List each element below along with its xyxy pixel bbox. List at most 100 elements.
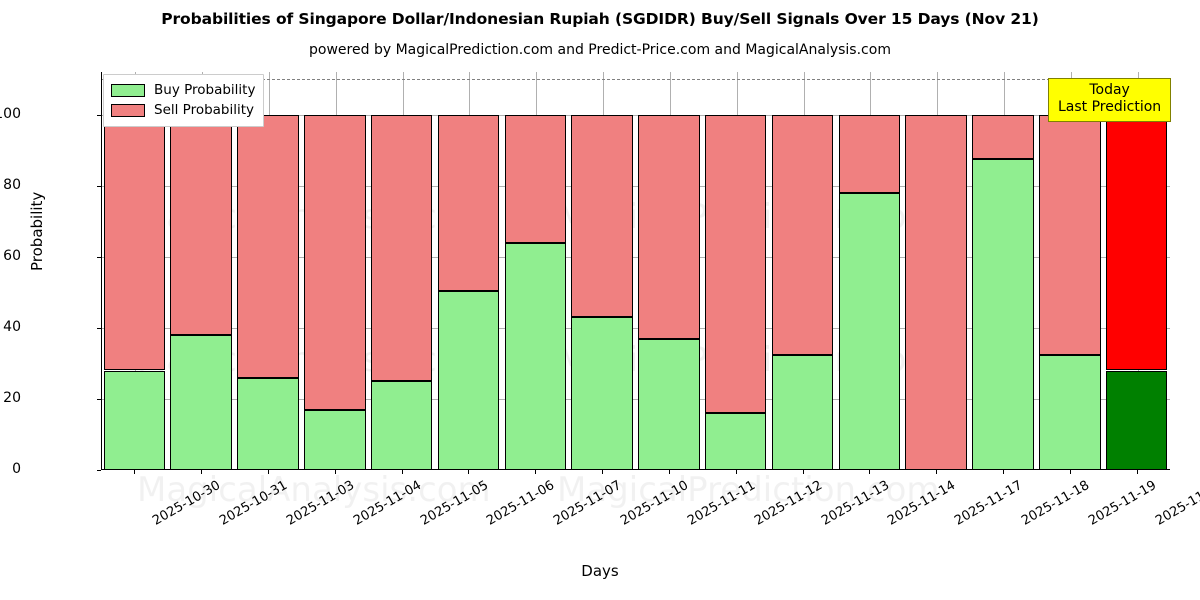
legend-label-buy: Buy Probability [154,82,256,98]
bar-segment-buy[interactable] [304,409,366,470]
bar-column[interactable] [771,72,834,470]
x-axis-label: Days [581,562,619,580]
bar-segment-buy[interactable] [571,317,633,470]
bar-column[interactable] [170,72,232,470]
y-tick-label: 40 [3,318,21,335]
x-tick-label: 2025-11-18 [1019,478,1093,529]
bar-segment-sell[interactable] [170,114,232,335]
x-tick-label: 2025-11-05 [417,478,491,529]
bar-segment-buy[interactable] [437,290,500,470]
bar-segment-buy[interactable] [704,413,767,470]
y-axis-label: Probability [28,191,46,271]
bar-column[interactable] [704,72,767,470]
y-tick-mark [97,114,101,116]
bar-segment-sell[interactable] [437,114,500,291]
bar-column[interactable] [905,72,967,470]
bar-segment-sell[interactable] [838,114,901,193]
bar-column[interactable] [237,72,299,470]
x-tick-mark [201,470,203,474]
bar-segment-sell[interactable] [237,114,299,378]
bar-column[interactable] [838,72,901,470]
x-tick-label: 2025-11-04 [350,478,424,529]
x-tick-label: 2025-11-13 [818,478,892,529]
bar-segment-buy[interactable] [1105,370,1168,470]
legend-label-sell: Sell Probability [154,102,255,118]
y-tick-label: 100 [0,105,21,122]
bar-segment-sell[interactable] [905,114,967,470]
x-tick-label: 2025-11-07 [551,478,625,529]
x-tick-label: 2025-11-19 [1085,478,1159,529]
y-tick-mark [97,470,101,471]
bar-column[interactable] [504,72,566,470]
gridline-horizontal [102,256,1170,258]
x-tick-label: 2025-11-14 [885,478,959,529]
bar-segment-sell[interactable] [1039,114,1101,355]
bar-segment-buy[interactable] [771,354,834,470]
bar-segment-buy[interactable] [972,159,1034,470]
gridline-horizontal [102,327,1170,329]
x-tick-mark [668,470,670,474]
bar-segment-buy[interactable] [370,381,433,470]
chart-legend: Buy Probability Sell Probability [103,74,265,127]
reference-line-dashed [102,79,1170,81]
bar-column[interactable] [638,72,700,470]
bar-column[interactable] [571,72,633,470]
y-tick-mark [97,185,101,187]
bar-column[interactable] [370,72,433,470]
legend-item-buy: Buy Probability [111,80,255,100]
legend-swatch-sell [111,103,145,117]
legend-swatch-buy [111,83,145,97]
bar-column[interactable] [1039,72,1101,470]
today-annotation-line2: Last Prediction [1058,99,1162,115]
x-tick-label: 2025-11-20 [1152,478,1200,529]
bar-segment-buy[interactable] [504,242,566,470]
x-tick-label: 2025-10-30 [150,478,224,529]
bar-segment-sell[interactable] [370,114,433,382]
chart-subtitle: powered by MagicalPrediction.com and Pre… [309,42,891,58]
bar-column[interactable] [1105,72,1168,470]
bar-segment-sell[interactable] [103,114,166,371]
bar-segment-sell[interactable] [704,114,767,414]
y-tick-label: 20 [3,389,21,406]
bar-segment-sell[interactable] [972,114,1034,160]
bar-segment-sell[interactable] [771,114,834,355]
y-tick-mark [97,398,101,400]
x-tick-label: 2025-11-12 [751,478,825,529]
bar-segment-buy[interactable] [1039,354,1101,470]
bar-segment-buy[interactable] [638,338,700,470]
bar-segment-sell[interactable] [571,114,633,318]
x-tick-mark [602,470,604,474]
chart-title: Probabilities of Singapore Dollar/Indone… [161,10,1039,28]
bar-segment-buy[interactable] [103,370,166,470]
x-tick-label: 2025-11-17 [952,478,1026,529]
x-tick-mark [802,470,804,474]
x-tick-mark [268,470,270,474]
bar-segment-buy[interactable] [838,192,901,470]
today-annotation-line1: Today [1089,82,1130,98]
bar-column[interactable] [304,72,366,470]
x-tick-label: 2025-11-10 [618,478,692,529]
bar-column[interactable] [437,72,500,470]
y-tick-mark [97,256,101,258]
bar-segment-sell[interactable] [1105,114,1168,371]
bar-segment-sell[interactable] [638,114,700,339]
today-annotation: Today Last Prediction [1048,78,1172,122]
x-tick-mark [869,470,871,474]
x-tick-mark [535,470,537,474]
x-tick-mark [134,470,136,474]
x-tick-label: 2025-11-11 [685,478,758,529]
bar-segment-buy[interactable] [237,377,299,470]
x-tick-label: 2025-11-06 [484,478,558,529]
bar-column[interactable] [103,72,166,470]
bar-column[interactable] [972,72,1034,470]
x-tick-label: 2025-10-31 [217,478,291,529]
legend-item-sell: Sell Probability [111,100,255,120]
bar-segment-sell[interactable] [504,114,566,243]
bar-segment-buy[interactable] [170,334,232,470]
x-tick-mark [334,470,336,474]
x-tick-mark [1136,470,1138,474]
gridline-horizontal [102,114,1170,116]
y-tick-label: 60 [3,247,21,264]
bar-segment-sell[interactable] [304,114,366,410]
